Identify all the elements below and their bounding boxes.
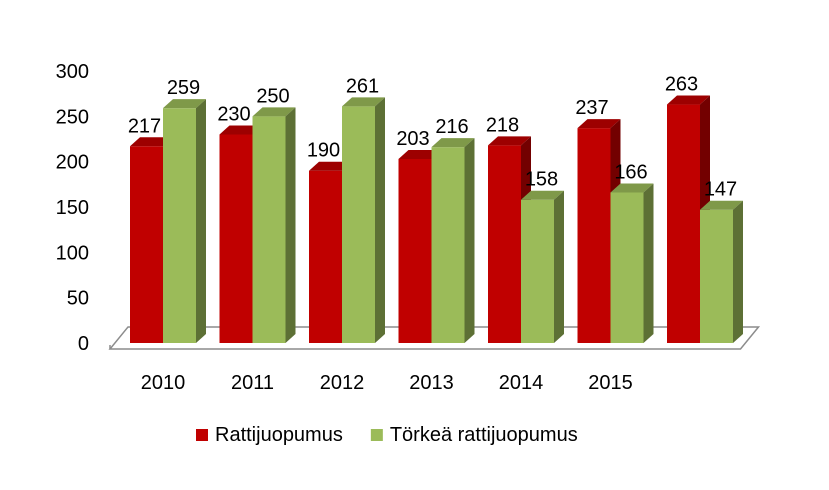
data-label: 166: [614, 161, 647, 183]
x-tick-label: 2012: [320, 372, 365, 394]
bars-layer: [130, 95, 743, 344]
data-label: 230: [217, 103, 250, 125]
bar-torkea-rattijuopumus: [252, 107, 296, 343]
data-labels: 217 259 230 250 190 261 203 216 218 158 237 166 263 1…: [128, 74, 737, 201]
y-tick-label: 150: [56, 197, 89, 219]
legend-swatch: [370, 429, 383, 441]
data-label: 250: [256, 85, 289, 107]
data-label: 216: [435, 116, 468, 138]
bar-torkea-rattijuopumus: [431, 138, 475, 343]
x-tick-label: 2010: [141, 372, 186, 394]
data-label: 217: [128, 115, 161, 137]
data-label: 147: [704, 179, 737, 201]
x-tick-label: 2015: [588, 372, 633, 394]
x-tick-label: 2014: [499, 372, 544, 394]
y-tick-label: 250: [56, 106, 89, 128]
legend: Rattijuopumus Törkeä rattijuopumus: [196, 424, 578, 446]
legend-item: Törkeä rattijuopumus: [370, 424, 578, 446]
bar-torkea-rattijuopumus: [521, 190, 564, 343]
bar-torkea-rattijuopumus: [700, 200, 743, 343]
data-label: 158: [525, 169, 558, 191]
y-tick-label: 300: [56, 61, 89, 83]
y-tick-label: 50: [67, 288, 89, 310]
legend-item: Rattijuopumus: [196, 424, 343, 446]
y-tick-label: 200: [56, 152, 89, 174]
bar-torkea-rattijuopumus: [163, 99, 206, 343]
y-tick-label: 0: [78, 333, 89, 355]
data-label: 263: [665, 74, 698, 96]
data-label: 259: [167, 77, 200, 99]
data-label: 237: [575, 97, 608, 119]
data-label: 218: [486, 114, 519, 136]
bar-torkea-rattijuopumus: [342, 97, 385, 343]
bar-rattijuopumus: [219, 125, 263, 343]
x-tick-label: 2013: [409, 372, 454, 394]
data-label: 261: [346, 75, 379, 97]
y-tick-label: 100: [56, 242, 89, 264]
x-tick-label: 2011: [231, 372, 274, 394]
legend-label: Rattijuopumus: [215, 424, 343, 446]
bar-torkea-rattijuopumus: [610, 183, 654, 343]
data-label: 203: [396, 128, 429, 150]
legend-label: Törkeä rattijuopumus: [390, 424, 578, 446]
data-label: 190: [307, 140, 340, 162]
legend-swatch: [196, 429, 208, 441]
